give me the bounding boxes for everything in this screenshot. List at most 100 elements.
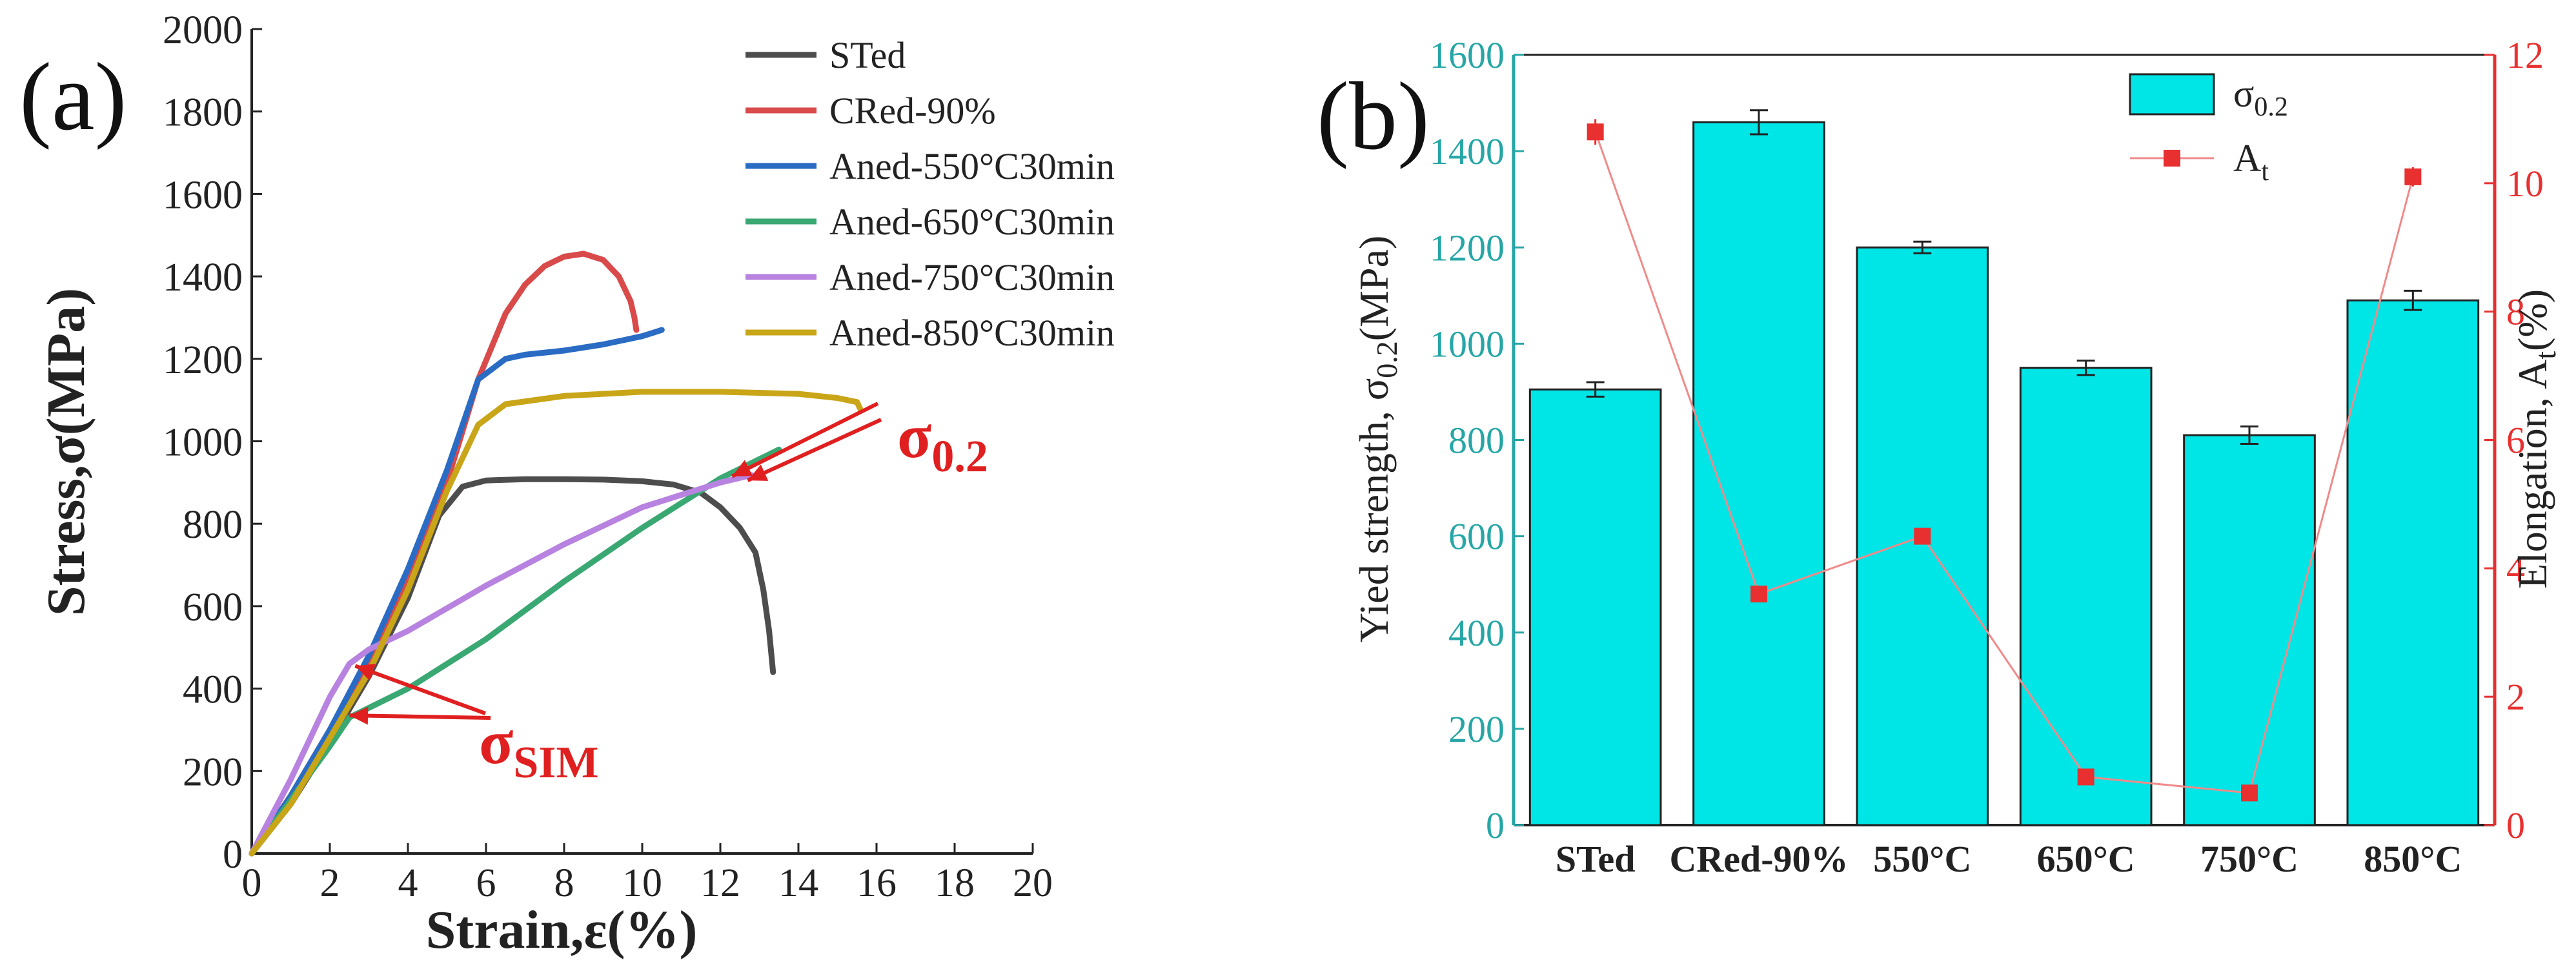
legend-label-line: At xyxy=(2233,137,2269,187)
series-line-STed xyxy=(248,476,776,857)
annotation-arrow-head xyxy=(355,664,376,681)
annotation-arrow-line xyxy=(354,664,487,715)
elongation-marker-750°C xyxy=(2241,784,2258,802)
right-tick-label-b: 8 xyxy=(2506,291,2525,333)
y-tick-label-a: 1400 xyxy=(163,256,243,300)
x-tick-label-a: 10 xyxy=(622,861,662,905)
y-tick-label-a: 400 xyxy=(183,668,243,712)
bar-850°C xyxy=(2346,299,2480,826)
annotations-a: σ0.2 σSIM xyxy=(349,402,988,788)
legend-swatch-marker xyxy=(2164,150,2180,167)
y-axis-label-a: Stress,σ(MPa) xyxy=(36,288,96,616)
y-tick-label-a: 0 xyxy=(223,833,243,877)
left-tick-label-b: 0 xyxy=(1486,804,1505,846)
legend-label-a: Aned-850°C30min xyxy=(829,312,1115,354)
series-line-Aned-750°C30min xyxy=(248,472,755,857)
legend-label-a: CRed-90% xyxy=(829,90,996,132)
x-axis-ticks-a: 0 2 4 6 8 10 12 14 16 18 20 xyxy=(242,843,1053,905)
series-line-Aned-850°C30min xyxy=(248,389,864,857)
right-tick-label-b: 0 xyxy=(2506,804,2525,846)
right-tick-label-b: 12 xyxy=(2506,34,2544,76)
right-tick-label-b: 2 xyxy=(2506,676,2525,718)
chart-panel-a: (a) 020040060080010001200140016001800200… xyxy=(19,8,1115,960)
legend-b: σ0.2 At xyxy=(2129,72,2288,187)
category-label-b: CRed-90% xyxy=(1669,838,1848,880)
annotation-arrow-head xyxy=(349,706,369,725)
legend-label-a: STed xyxy=(829,34,906,76)
x-tick-label-a: 18 xyxy=(935,861,975,905)
annotation-arrow-head xyxy=(747,464,769,481)
left-tick-label-b: 1600 xyxy=(1430,34,1505,76)
y-tick-label-a: 600 xyxy=(183,586,243,629)
right-axis-ticks-b: 0 2 4 6 8 10 12 xyxy=(2484,34,2544,846)
category-label-b: STed xyxy=(1556,838,1636,880)
bars-b xyxy=(1528,109,2480,826)
y-tick-label-a: 200 xyxy=(183,750,243,794)
x-tick-label-a: 6 xyxy=(476,861,496,905)
y-axis-ticks-a: 0 200 400 600 800 1000 1200 1400 1600 1800 2000 xyxy=(163,8,262,877)
legend-a: STed CRed-90% Aned-550°C30min Aned-650°C30m… xyxy=(745,34,1115,354)
legend-label-a: Aned-750°C30min xyxy=(829,256,1115,298)
elongation-marker-CRed-90% xyxy=(1750,586,1767,603)
bar-650°C xyxy=(2019,367,2153,826)
left-tick-label-b: 1200 xyxy=(1430,227,1505,269)
left-axis-label-b: Yied strength, σ0.2(MPa) xyxy=(1351,236,1403,643)
elongation-marker-850°C xyxy=(2404,168,2422,185)
right-axis-label-b: Elongation, At(%) xyxy=(2510,289,2562,589)
x-tick-label-a: 16 xyxy=(857,861,897,905)
legend-label-a: Aned-650°C30min xyxy=(829,201,1115,243)
x-tick-label-a: 20 xyxy=(1013,861,1053,905)
left-tick-label-b: 600 xyxy=(1448,516,1505,558)
x-tick-label-a: 4 xyxy=(398,861,418,905)
y-tick-label-a: 1200 xyxy=(163,338,243,382)
x-axis-label-a: Strain,ε(%) xyxy=(426,900,698,960)
chart-panel-b: (b) 0 200 400 600 800 1000 1200 1400 1600 0 2 4 6 8 1… xyxy=(1317,34,2562,880)
left-tick-label-b: 1000 xyxy=(1430,323,1505,365)
annotation-arrow-line xyxy=(731,402,879,478)
annotation-arrow-line xyxy=(349,713,491,720)
right-tick-label-b: 4 xyxy=(2506,547,2525,589)
bar-750°C xyxy=(2183,434,2316,826)
panel-label-b: (b) xyxy=(1317,63,1430,170)
annotation-sigma-sim: σSIM xyxy=(479,708,599,788)
x-tick-label-a: 0 xyxy=(242,861,262,905)
left-axis-ticks-b: 0 200 400 600 800 1000 1200 1400 1600 xyxy=(1430,34,1524,846)
y-tick-label-a: 1600 xyxy=(163,173,243,217)
series-lines-a xyxy=(248,250,864,857)
right-tick-label-b: 6 xyxy=(2506,420,2525,462)
category-label-b: 650°C xyxy=(2037,838,2135,880)
elongation-marker-550°C xyxy=(1914,527,1931,545)
elongation-line xyxy=(1594,131,2414,794)
y-tick-label-a: 2000 xyxy=(163,8,243,52)
left-tick-label-b: 1400 xyxy=(1430,130,1505,172)
category-labels-b: STed CRed-90% 550°C 650°C 750°C 850°C xyxy=(1556,838,2462,880)
annotation-arrow-head xyxy=(732,460,753,476)
legend-swatch-bar xyxy=(2129,73,2215,116)
legend-label-bar: σ0.2 xyxy=(2233,72,2288,122)
x-tick-label-a: 12 xyxy=(700,861,740,905)
right-tick-label-b: 10 xyxy=(2506,163,2544,205)
elongation-marker-650°C xyxy=(2077,768,2094,786)
left-tick-label-b: 800 xyxy=(1448,420,1505,462)
y-tick-label-a: 800 xyxy=(183,503,243,547)
elongation-series-b xyxy=(1587,119,2422,802)
elongation-marker-STed xyxy=(1587,123,1604,141)
series-line-Aned-650°C30min xyxy=(248,446,782,857)
bar-CRed-90% xyxy=(1692,121,1825,826)
bar-STed xyxy=(1528,388,1662,826)
series-line-Aned-550°C30min xyxy=(248,327,665,857)
category-label-b: 850°C xyxy=(2364,838,2462,880)
legend-label-a: Aned-550°C30min xyxy=(829,145,1115,187)
panel-label-a: (a) xyxy=(19,43,127,150)
y-tick-label-a: 1800 xyxy=(163,91,243,135)
annotation-sigma-02: σ0.2 xyxy=(897,402,988,482)
y-tick-label-a: 1000 xyxy=(163,421,243,465)
x-tick-label-a: 14 xyxy=(778,861,818,905)
x-tick-label-a: 2 xyxy=(320,861,340,905)
category-label-b: 750°C xyxy=(2200,838,2298,880)
category-label-b: 550°C xyxy=(1873,838,1971,880)
annotation-arrow-line xyxy=(747,418,882,482)
left-tick-label-b: 200 xyxy=(1448,708,1505,750)
x-tick-label-a: 8 xyxy=(554,861,574,905)
